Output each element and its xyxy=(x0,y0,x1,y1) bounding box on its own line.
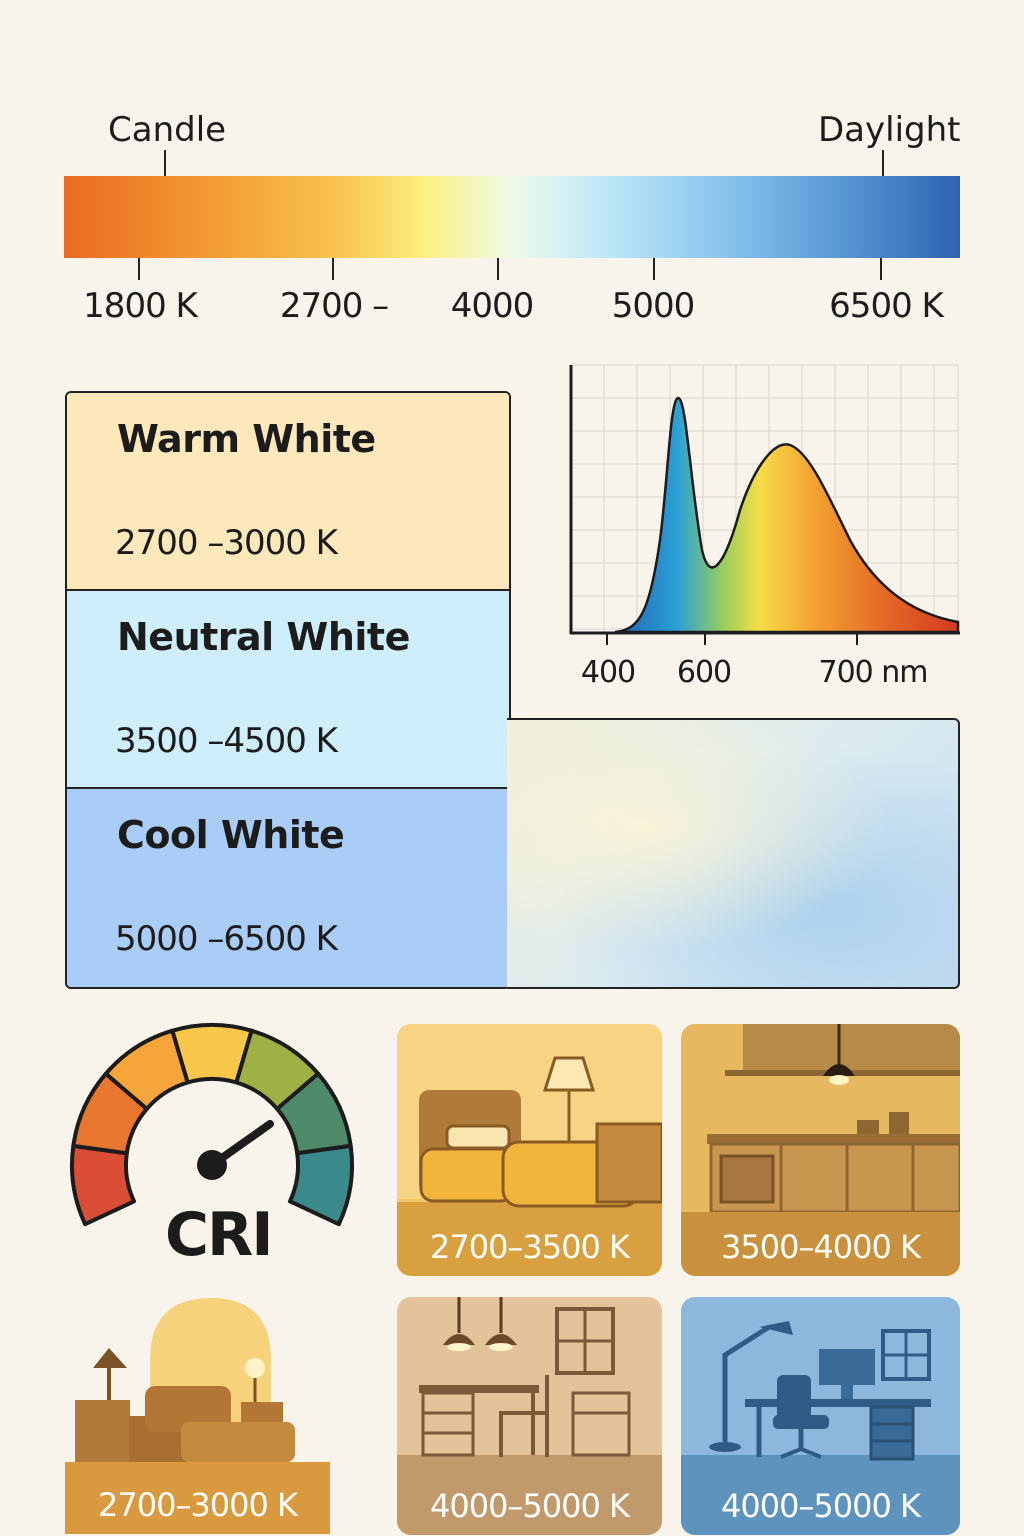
cri-gauge xyxy=(70,1023,354,1227)
tier-title: Neutral White xyxy=(117,615,410,659)
tier-range: 2700 –3000 K xyxy=(115,523,338,563)
spectrum-label-400: 400 xyxy=(580,655,636,690)
tick-mark-5000 xyxy=(653,258,655,280)
living-room-illustration xyxy=(65,1298,330,1534)
scene-label: 2700–3000 K xyxy=(97,1486,298,1524)
tick-mark-6500 xyxy=(880,258,882,280)
bedroom-illustration xyxy=(397,1024,662,1276)
candle-tick xyxy=(164,150,166,178)
scene-label: 3500–4000 K xyxy=(720,1228,921,1266)
scene-tile-living-room: 2700–3000 K xyxy=(65,1298,330,1534)
cri-gauge-segment xyxy=(287,1143,354,1227)
office-illustration xyxy=(681,1297,960,1535)
scene-tile-dining: 4000–5000 K xyxy=(397,1297,662,1535)
tier-warm-white: Warm White 2700 –3000 K xyxy=(67,393,509,591)
tick-label-2700: 2700 – xyxy=(279,286,389,326)
scene-tile-kitchen: 3500–4000 K xyxy=(681,1024,960,1276)
tier-range: 5000 –6500 K xyxy=(115,919,338,959)
scene-label: 4000–5000 K xyxy=(429,1487,630,1525)
tick-label-4000: 4000 xyxy=(450,286,535,326)
scene-label: 2700–3500 K xyxy=(429,1228,630,1266)
scene-tile-office: 4000–5000 K xyxy=(681,1297,960,1535)
kitchen-illustration xyxy=(681,1024,960,1276)
tier-title: Warm White xyxy=(117,417,376,461)
tick-label-6500: 6500 K xyxy=(829,286,944,326)
candle-label: Candle xyxy=(108,110,227,150)
color-temperature-bar xyxy=(64,176,960,258)
tier-title: Cool White xyxy=(117,813,345,857)
cri-gauge-segments xyxy=(70,1023,354,1227)
tick-mark-4000 xyxy=(497,258,499,280)
tier-range: 3500 –4500 K xyxy=(115,721,338,761)
white-tiers-panel: Warm White 2700 –3000 K Neutral White 35… xyxy=(65,391,511,989)
daylight-label: Daylight xyxy=(818,110,961,150)
spectrum-curve xyxy=(614,396,960,634)
spectrum-label-600: 600 xyxy=(676,655,732,690)
tick-mark-1800 xyxy=(138,258,140,280)
scene-tile-bedroom: 2700–3500 K xyxy=(397,1024,662,1276)
scene-label: 4000–5000 K xyxy=(720,1487,921,1525)
tick-label-5000: 5000 xyxy=(611,286,696,326)
tier-neutral-white: Neutral White 3500 –4500 K xyxy=(67,591,509,789)
cri-gauge-segment xyxy=(70,1143,137,1227)
cri-label: CRI xyxy=(165,1200,274,1270)
tick-label-1800: 1800 K xyxy=(83,286,198,326)
daylight-tick xyxy=(882,150,884,178)
led-spectrum-chart xyxy=(569,364,960,645)
dining-illustration xyxy=(397,1297,662,1535)
cri-gauge-hub xyxy=(197,1150,227,1180)
spectrum-label-700: 700 nm xyxy=(818,655,928,690)
tick-mark-2700 xyxy=(332,258,334,280)
tier-cool-white: Cool White 5000 –6500 K xyxy=(67,789,509,987)
light-swatch xyxy=(507,718,960,989)
